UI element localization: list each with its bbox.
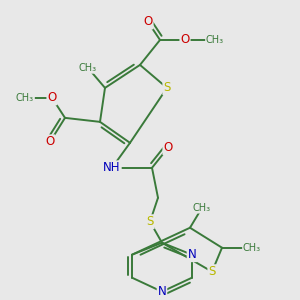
Text: CH₃: CH₃ [193, 203, 211, 213]
Text: S: S [208, 265, 216, 278]
Text: O: O [164, 141, 172, 154]
Text: O: O [47, 92, 57, 104]
Text: CH₃: CH₃ [243, 243, 261, 253]
Text: N: N [188, 248, 196, 261]
Text: N: N [158, 285, 166, 298]
Text: S: S [163, 81, 171, 94]
Text: O: O [45, 135, 55, 148]
Text: S: S [146, 215, 154, 228]
Text: CH₃: CH₃ [16, 93, 34, 103]
Text: O: O [180, 34, 190, 46]
Text: CH₃: CH₃ [79, 63, 97, 73]
Text: NH: NH [103, 161, 121, 174]
Text: CH₃: CH₃ [206, 35, 224, 45]
Text: O: O [143, 16, 153, 28]
